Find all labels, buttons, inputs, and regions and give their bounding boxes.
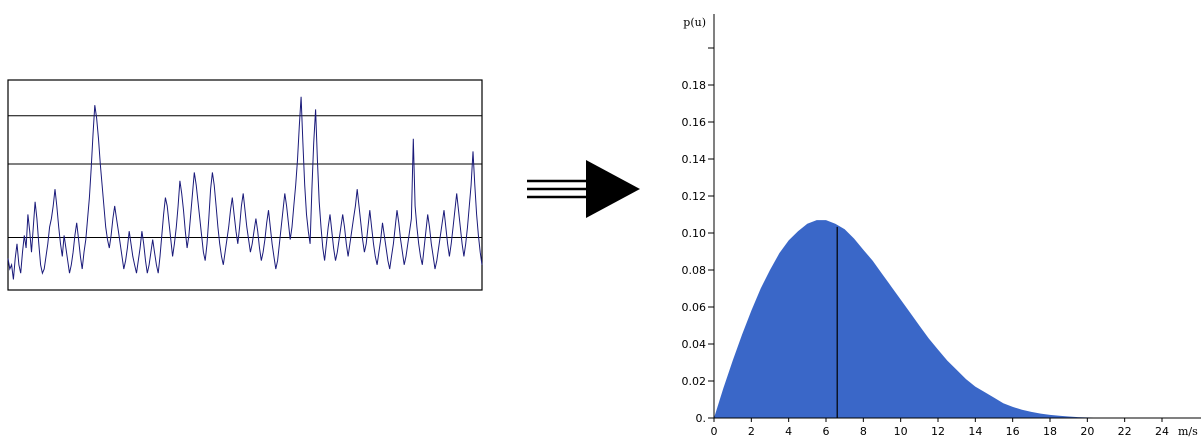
x-tick-label: 0	[711, 425, 718, 438]
x-tick-label: 20	[1080, 425, 1094, 438]
x-tick-label: 12	[931, 425, 945, 438]
time-series-frame	[7, 79, 483, 291]
x-tick-label: 16	[1006, 425, 1020, 438]
y-axis-label: p(u)	[683, 16, 706, 29]
y-tick-label: 0.	[696, 412, 707, 425]
x-tick-label: 2	[748, 425, 755, 438]
y-tick-label: 0.14	[682, 153, 707, 166]
time-series-panel	[7, 79, 483, 291]
x-axis-label: m/s	[1178, 425, 1198, 438]
time-series-trace	[7, 96, 483, 280]
x-tick-label: 18	[1043, 425, 1057, 438]
y-tick-label: 0.10	[682, 227, 707, 240]
reference-lines	[8, 115, 482, 238]
y-tick-label: 0.06	[682, 301, 707, 314]
x-tick-label: 14	[968, 425, 982, 438]
y-tick-label: 0.16	[682, 116, 707, 129]
y-tick-label: 0.02	[682, 375, 707, 388]
x-tick-label: 6	[823, 425, 830, 438]
x-tick-label: 8	[860, 425, 867, 438]
y-tick-label: 0.04	[682, 338, 707, 351]
x-tick-label: 10	[894, 425, 908, 438]
x-tick-label: 22	[1118, 425, 1132, 438]
x-tick-group: 0 2 4 6 8 10 12 14 16 18 20 22 24	[711, 418, 1169, 438]
y-tick-group: 0. 0.02 0.04 0.06 0.08 0.10 0.12 0.14 0.16 0.18	[682, 47, 714, 425]
distribution-chart: 0. 0.02 0.04 0.06 0.08 0.10 0.12 0.14 0.16 0.18 0…	[682, 14, 1201, 438]
distribution-area	[714, 220, 1201, 418]
y-tick-label: 0.08	[682, 264, 707, 277]
x-tick-label: 24	[1155, 425, 1169, 438]
y-tick-label: 0.12	[682, 190, 707, 203]
y-tick-label: 0.18	[682, 79, 707, 92]
triple-line-right-arrow-icon	[527, 160, 640, 218]
x-tick-label: 4	[785, 425, 792, 438]
